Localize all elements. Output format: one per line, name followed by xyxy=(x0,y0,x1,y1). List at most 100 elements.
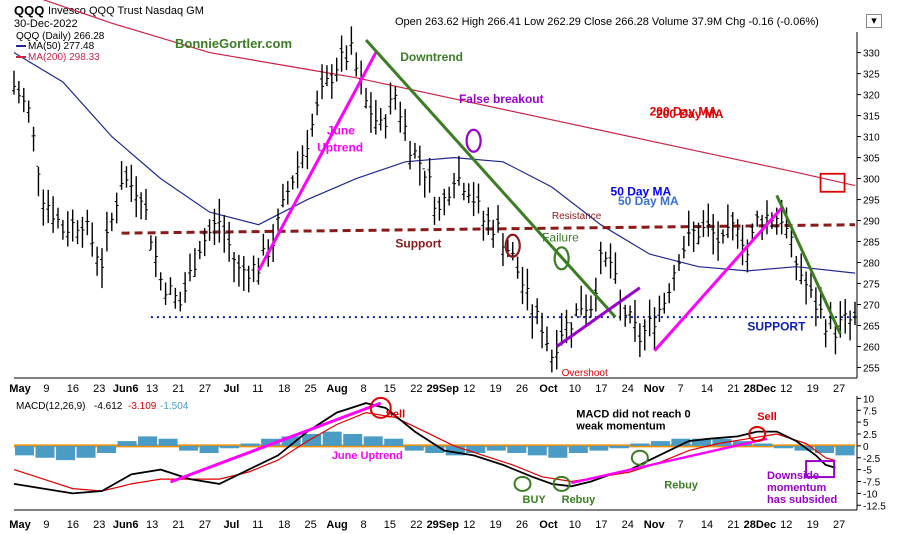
annotation-200-day-ma: 200 Day MA xyxy=(650,105,718,119)
price-x-tick-label: Jul xyxy=(223,383,239,395)
price-x-tick-label: 15 xyxy=(384,383,396,395)
ma200-legend: MA(200) 298.33 xyxy=(28,52,100,63)
macd-histogram-bar xyxy=(322,431,342,446)
macd-x-tick-label: 26 xyxy=(516,519,528,531)
price-x-tick-label: 18 xyxy=(278,383,290,395)
macd-annotation-buy: BUY xyxy=(523,494,547,506)
macd-histogram-bar xyxy=(445,445,465,456)
support-label: Support xyxy=(395,236,441,250)
macd-circle-red xyxy=(748,426,767,442)
macd-x-tick-label: 11 xyxy=(252,519,263,531)
price-x-tick-label: 12 xyxy=(463,383,475,395)
macd-annotation-sell: Sell xyxy=(757,411,777,423)
macd-x-tick-label: Jul xyxy=(223,519,239,531)
macd-y-tick-label: -2.5 xyxy=(863,454,881,465)
macd-x-tick-label: 15 xyxy=(384,519,396,531)
macd-line xyxy=(13,402,836,495)
macd-circle-green xyxy=(552,475,571,492)
macd-histogram-bar xyxy=(425,445,445,453)
macd-histogram-bar xyxy=(609,445,629,449)
trendline-magenta xyxy=(257,51,378,272)
macd-y-tick-label: 7.5 xyxy=(863,406,877,417)
price-x-tick-label: 16 xyxy=(67,383,79,395)
macd-histogram-bar xyxy=(650,441,670,446)
macd-histogram-bar xyxy=(240,443,260,446)
macd-x-tick-label: 9 xyxy=(43,519,49,531)
annotation-box-red xyxy=(819,172,846,193)
macd-histogram-bar xyxy=(343,434,363,446)
macd-x-tick-label: 8 xyxy=(360,519,366,531)
macd-histogram-bar xyxy=(671,438,691,446)
macd-legend-label: MACD(12,26,9) xyxy=(16,401,85,412)
price-x-tick-label: 28Dec xyxy=(744,383,776,395)
macd-annotation-weak-momentum: weak momentum xyxy=(575,420,665,432)
macd-y-tick-label: -7.5 xyxy=(863,478,881,489)
macd-y-tick-label: -10 xyxy=(863,489,878,500)
support-bottom-label: SUPPORT xyxy=(747,320,806,334)
macd-histogram-bar xyxy=(507,445,527,453)
price-y-tick-label: 315 xyxy=(863,112,880,123)
macd-x-tick-label: Nov xyxy=(644,519,666,531)
macd-y-tick-label: 5 xyxy=(863,418,869,429)
price-y-tick-label: 290 xyxy=(863,217,880,228)
symbol: QQQ xyxy=(14,3,45,18)
macd-box-purple xyxy=(805,460,836,479)
macd-histogram-bar xyxy=(138,436,158,446)
ma50-label: 50 Day MA xyxy=(618,194,679,208)
price-y-tick-label: 285 xyxy=(863,238,880,249)
trendline-purple xyxy=(555,286,641,348)
macd-histogram-bar xyxy=(302,434,322,446)
ma200-label: 200 Day MA xyxy=(656,107,724,121)
price-x-tick-label: Aug xyxy=(326,383,347,395)
macd-circle-green xyxy=(513,475,532,492)
macd-histogram-bar xyxy=(486,445,506,451)
macd-histogram-bar xyxy=(261,438,281,446)
macd-x-tick-label: 7 xyxy=(678,519,684,531)
macd-x-tick-label: 12 xyxy=(463,519,475,531)
macd-histogram-bar xyxy=(56,445,76,461)
chevron-down-icon[interactable]: ▾ xyxy=(866,14,882,28)
macd-x-tick-label: 12 xyxy=(780,519,792,531)
macd-histogram-bar xyxy=(363,436,383,446)
june-uptrend-label-2: Uptrend xyxy=(317,140,363,154)
annotation-false-breakout: False breakout xyxy=(459,92,544,106)
price-y-tick-label: 255 xyxy=(863,364,880,375)
macd-histogram-bar xyxy=(158,438,178,446)
watermark: BonnieGortler.com xyxy=(175,36,292,51)
macd-annotation-momentum: momentum xyxy=(767,482,827,494)
price-x-tick-label: Oct xyxy=(539,383,558,395)
macd-histogram-bar xyxy=(466,445,486,453)
ohlc-readout: Open 263.62 High 266.41 Low 262.29 Close… xyxy=(395,16,819,28)
price-x-tick-label: 7 xyxy=(678,383,684,395)
price-y-tick-label: 280 xyxy=(863,259,880,270)
resistance-label: Resistance xyxy=(552,211,602,222)
price-x-tick-label: 8 xyxy=(360,383,366,395)
macd-annotation-has-subsided: has subsided xyxy=(767,494,837,506)
macd-histogram-bar xyxy=(814,445,834,453)
macd-x-tick-label: 16 xyxy=(67,519,79,531)
macd-x-tick-label: 29Sep xyxy=(427,519,460,531)
macd-histogram-bar xyxy=(281,436,301,446)
price-x-tick-label: 12 xyxy=(780,383,792,395)
macd-histogram-bar xyxy=(220,445,240,449)
ma50-legend: MA(50) 277.48 xyxy=(28,41,95,52)
macd-annotation-sell: Sell xyxy=(386,408,406,420)
price-y-tick-label: 325 xyxy=(863,70,880,81)
macd-histogram-bar xyxy=(630,443,650,446)
annotation-50-day-ma: 50 Day MA xyxy=(611,184,672,198)
macd-x-tick-label: 27 xyxy=(199,519,211,531)
price-x-tick-label: 27 xyxy=(833,383,845,395)
macd-june-uptrend-line xyxy=(169,401,382,484)
price-legend: QQQ (Daily) 266.28 xyxy=(16,31,105,42)
macd-y-tick-label: 10 xyxy=(863,394,875,405)
price-y-tick-label: 310 xyxy=(863,133,880,144)
instrument-name: Invesco QQQ Trust Nasdaq GM xyxy=(48,5,204,17)
macd-histogram-bar xyxy=(199,445,219,453)
price-x-tick-label: 24 xyxy=(622,383,634,395)
macd-legend-value-2: -3.109 xyxy=(128,401,157,412)
macd-histogram-bar xyxy=(794,445,814,451)
macd-annotation-rebuy: Rebuy xyxy=(664,480,699,492)
macd-histogram-bar xyxy=(527,445,547,456)
price-x-tick-label: Jun6 xyxy=(113,383,139,395)
